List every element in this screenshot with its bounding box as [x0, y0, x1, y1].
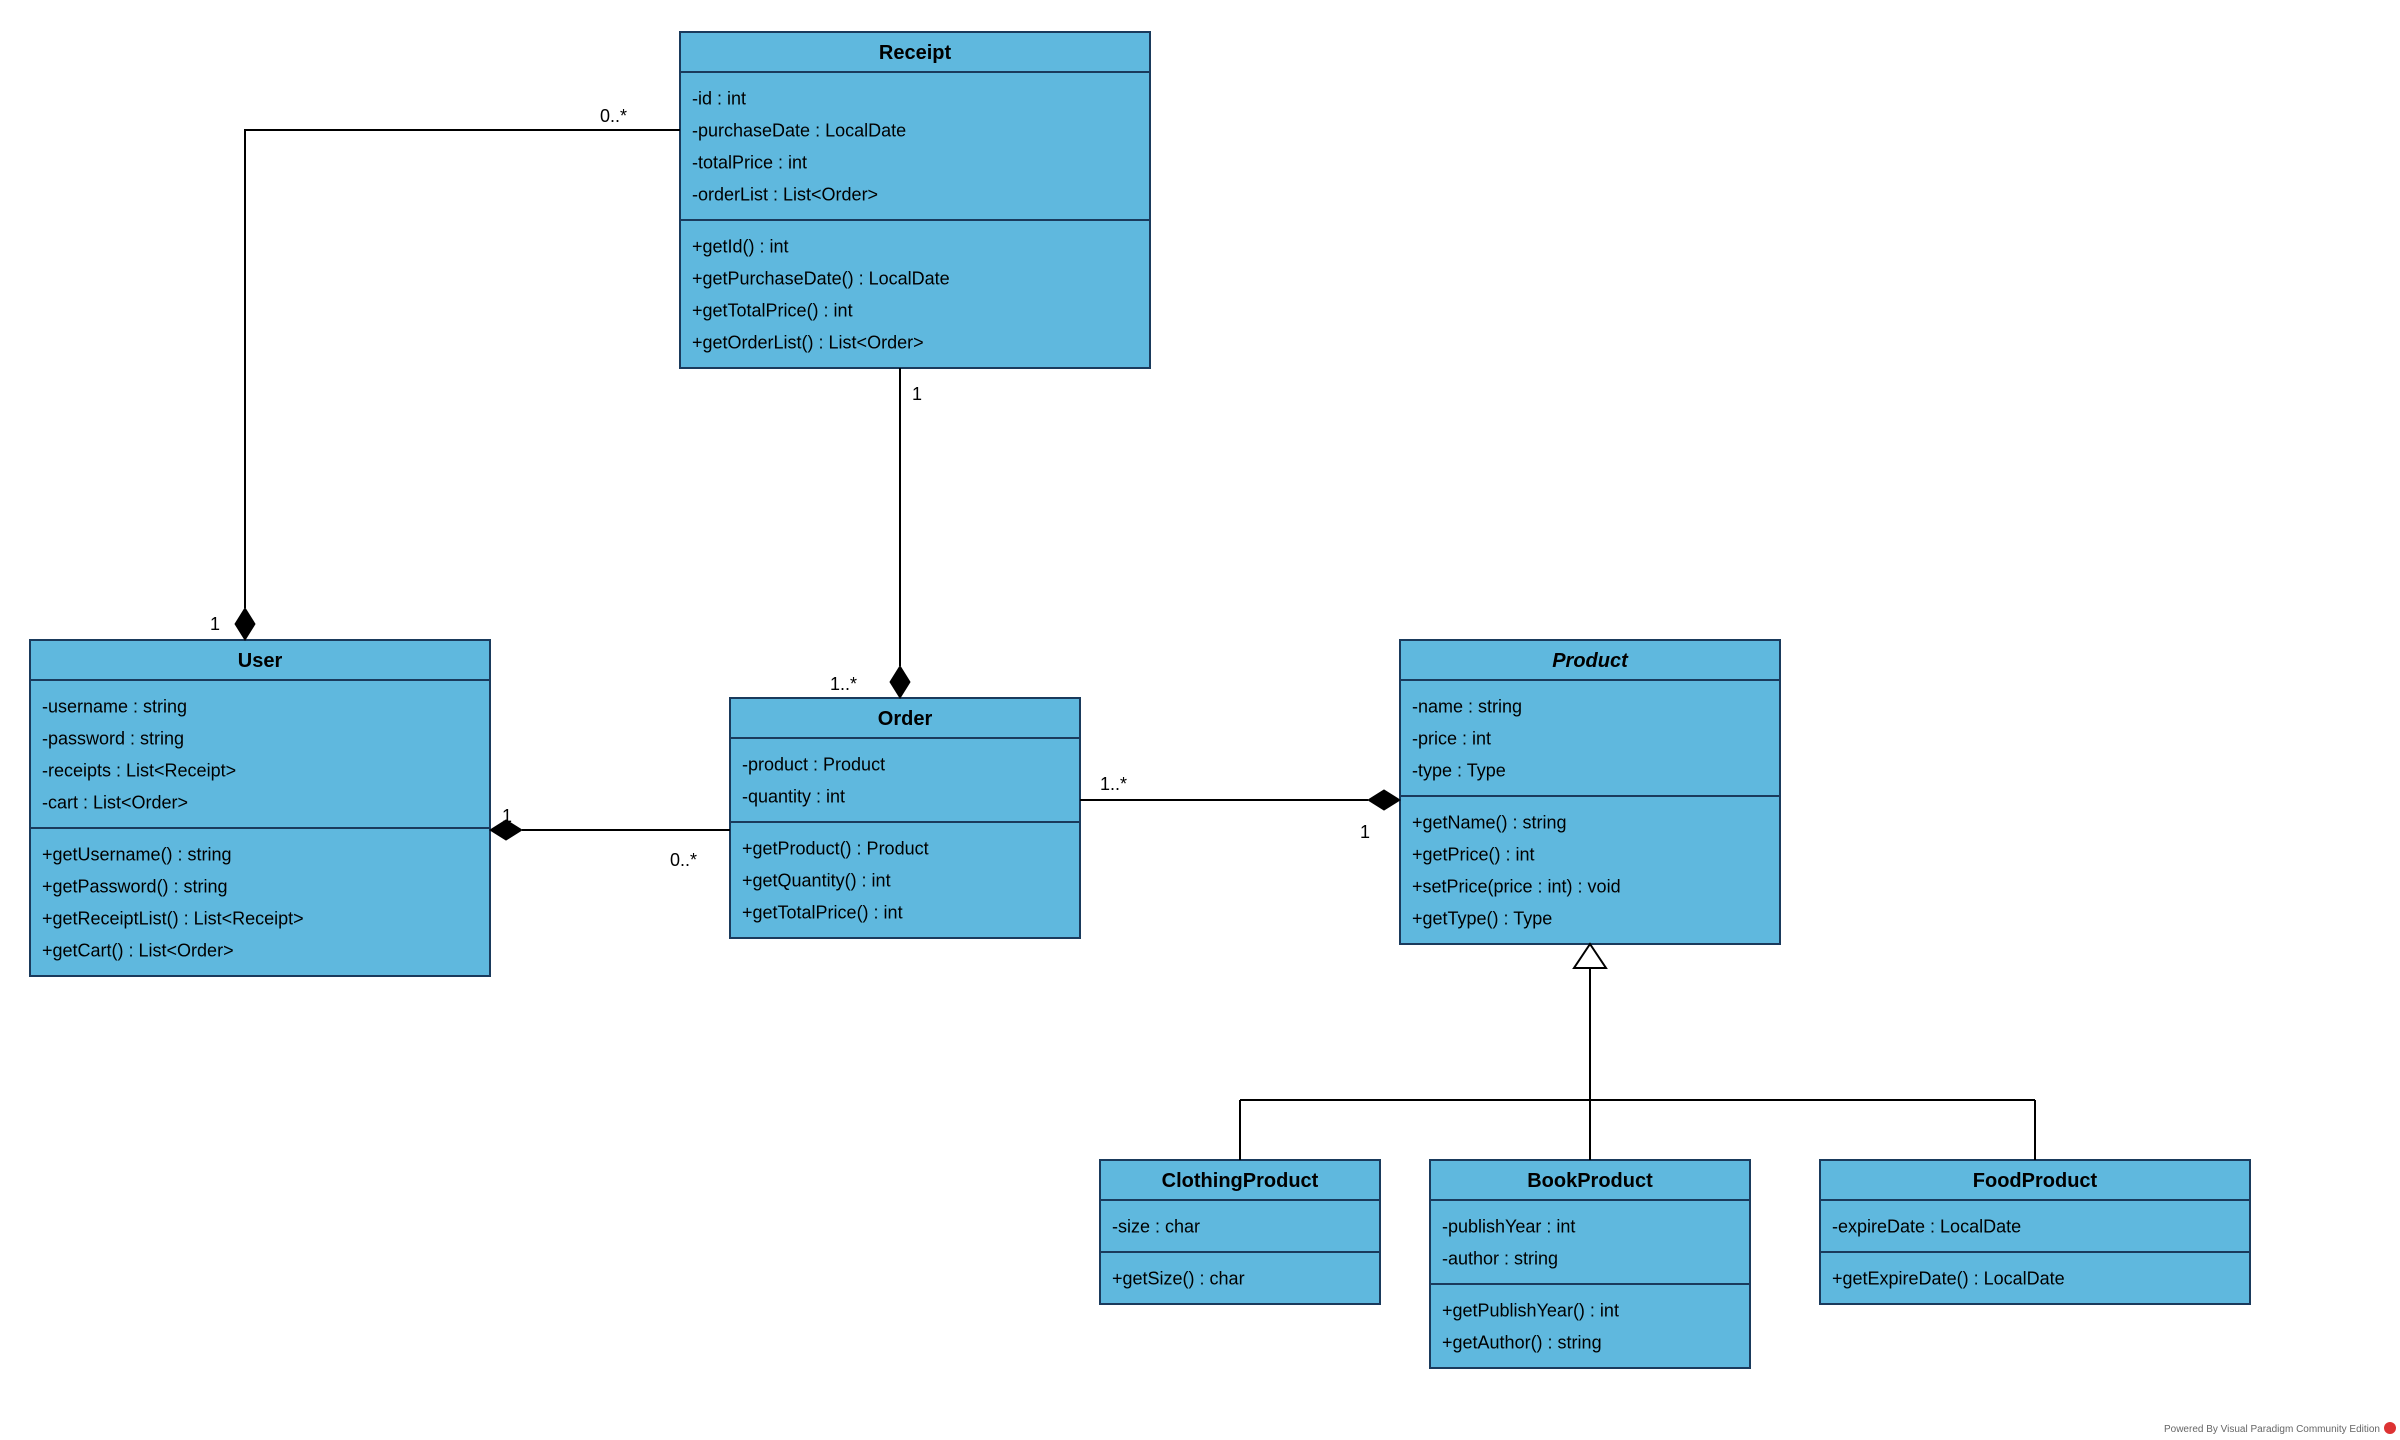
class-attr: -receipts : List<Receipt>	[42, 760, 236, 780]
class-attr: -id : int	[692, 88, 746, 108]
class-attr: -username : string	[42, 696, 187, 716]
class-title: Product	[1552, 650, 1629, 672]
class-order: Order -product : Product -quantity : int +g…	[730, 698, 1080, 938]
class-op: +getType() : Type	[1412, 908, 1552, 928]
composition-diamond-icon	[235, 608, 255, 640]
class-attr: -author : string	[1442, 1248, 1558, 1268]
class-op: +getProduct() : Product	[742, 838, 929, 858]
class-op: +getUsername() : string	[42, 844, 232, 864]
class-op: +getExpireDate() : LocalDate	[1832, 1268, 2065, 1288]
class-attr: -size : char	[1112, 1216, 1200, 1236]
class-receipt: Receipt -id : int -purchaseDate : LocalDat…	[680, 32, 1150, 368]
class-attr: -type : Type	[1412, 760, 1506, 780]
class-op: +getPurchaseDate() : LocalDate	[692, 268, 950, 288]
class-product: Product -name : string -price : int -type :…	[1400, 640, 1780, 944]
class-title: User	[238, 650, 283, 672]
class-title: ClothingProduct	[1162, 1170, 1319, 1192]
composition-diamond-icon	[890, 666, 910, 698]
class-op: +getTotalPrice() : int	[742, 902, 903, 922]
generalization-arrow-icon	[1574, 944, 1606, 968]
multiplicity: 1..*	[1100, 774, 1127, 794]
class-attr: -publishYear : int	[1442, 1216, 1575, 1236]
class-op: +getId() : int	[692, 236, 789, 256]
class-clothing: ClothingProduct -size : char +getSize() : …	[1100, 1160, 1380, 1304]
multiplicity: 0..*	[600, 106, 627, 126]
class-op: +getPrice() : int	[1412, 844, 1535, 864]
watermark: Powered By Visual Paradigm Community Edi…	[2164, 1424, 2380, 1435]
class-attr: -quantity : int	[742, 786, 845, 806]
class-op: +getOrderList() : List<Order>	[692, 332, 924, 352]
class-attr: -expireDate : LocalDate	[1832, 1216, 2021, 1236]
class-op: +getPassword() : string	[42, 876, 228, 896]
edge-order_product: 1..* 1	[1080, 774, 1400, 842]
class-attr: -price : int	[1412, 728, 1491, 748]
class-title: Order	[878, 708, 933, 730]
class-attr: -purchaseDate : LocalDate	[692, 120, 906, 140]
class-op: +getTotalPrice() : int	[692, 300, 853, 320]
class-title: Receipt	[879, 42, 952, 64]
edge-inheritance	[1240, 944, 2035, 1160]
class-title: FoodProduct	[1973, 1170, 2098, 1192]
class-op: +getPublishYear() : int	[1442, 1300, 1619, 1320]
composition-diamond-icon	[1368, 790, 1400, 810]
class-book: BookProduct -publishYear : int -author : s…	[1430, 1160, 1750, 1368]
class-op: +getName() : string	[1412, 812, 1567, 832]
class-attr: -totalPrice : int	[692, 152, 807, 172]
class-op: +getAuthor() : string	[1442, 1332, 1602, 1352]
multiplicity: 1	[210, 614, 220, 634]
class-attr: -name : string	[1412, 696, 1522, 716]
multiplicity: 1	[502, 806, 512, 826]
multiplicity: 1	[912, 384, 922, 404]
multiplicity: 1	[1360, 822, 1370, 842]
class-attr: -product : Product	[742, 754, 885, 774]
class-op: +setPrice(price : int) : void	[1412, 876, 1621, 896]
class-attr: -password : string	[42, 728, 184, 748]
class-user: User -username : string -password : string…	[30, 640, 490, 976]
class-op: +getSize() : char	[1112, 1268, 1245, 1288]
uml-class-diagram: Receipt -id : int -purchaseDate : LocalDat…	[0, 0, 2400, 1440]
edge-user_receipt: 0..* 1	[210, 106, 680, 640]
class-title: BookProduct	[1527, 1170, 1653, 1192]
multiplicity: 1..*	[830, 674, 857, 694]
class-attr: -cart : List<Order>	[42, 792, 188, 812]
watermark-logo-icon	[2384, 1422, 2396, 1434]
class-op: +getCart() : List<Order>	[42, 940, 234, 960]
class-op: +getQuantity() : int	[742, 870, 891, 890]
edge-receipt_order: 1 1..*	[830, 368, 922, 698]
class-food: FoodProduct -expireDate : LocalDate +getEx…	[1820, 1160, 2250, 1304]
multiplicity: 0..*	[670, 850, 697, 870]
class-attr: -orderList : List<Order>	[692, 184, 878, 204]
class-op: +getReceiptList() : List<Receipt>	[42, 908, 304, 928]
edge-user_order: 1 0..*	[490, 806, 730, 870]
